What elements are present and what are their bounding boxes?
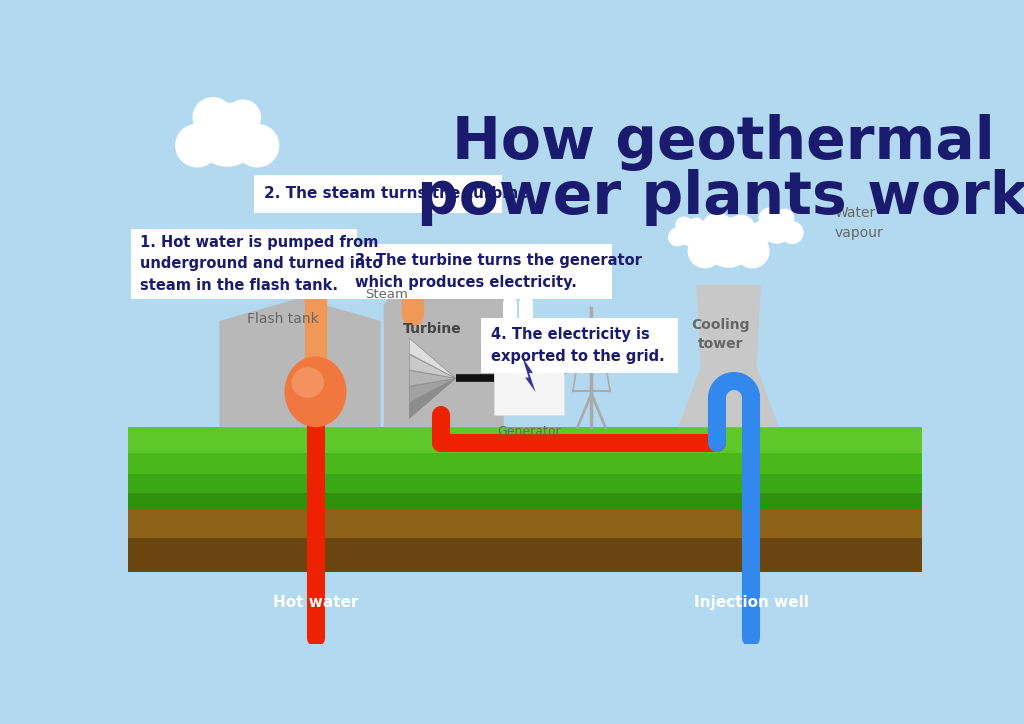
Circle shape [703,218,754,267]
Bar [128,538,922,572]
Text: Cooling
tower: Cooling tower [691,318,750,351]
Circle shape [702,214,733,244]
Circle shape [735,235,769,268]
Polygon shape [410,338,456,379]
Circle shape [677,219,702,245]
Circle shape [176,125,218,167]
Ellipse shape [292,367,324,398]
Text: 2. The steam turns the turbine.: 2. The steam turns the turbine. [263,186,534,201]
Text: Steam: Steam [366,287,408,300]
Bar [128,474,922,494]
Circle shape [225,100,260,135]
Circle shape [751,222,772,243]
Bar [128,494,922,510]
Bar [494,342,563,415]
Text: Flash tank: Flash tank [247,313,318,327]
Text: Hot water: Hot water [272,594,358,610]
Text: Water
vapour: Water vapour [835,206,884,240]
Bar [128,452,922,474]
Circle shape [676,217,692,233]
Polygon shape [219,298,381,427]
Text: Injection well: Injection well [693,594,809,610]
Polygon shape [522,357,536,392]
Circle shape [727,215,755,243]
Bar [128,427,922,452]
Bar [480,318,678,374]
Text: Generator: Generator [497,425,560,438]
Circle shape [435,437,446,448]
Bar [131,229,357,300]
Circle shape [693,228,711,245]
Polygon shape [410,379,456,403]
Circle shape [761,211,793,243]
Polygon shape [678,285,779,427]
Polygon shape [384,281,504,427]
Ellipse shape [285,356,346,427]
Text: power plants work: power plants work [418,169,1024,227]
Circle shape [760,209,779,228]
Text: 1. Hot water is pumped from
underground and turned into
steam in the flash tank.: 1. Hot water is pumped from underground … [140,235,383,293]
Circle shape [776,209,794,227]
Circle shape [236,125,279,167]
Circle shape [194,98,232,137]
Text: How geothermal: How geothermal [452,114,994,171]
Circle shape [196,104,259,166]
Circle shape [669,228,686,245]
Circle shape [781,222,803,243]
Polygon shape [410,371,456,386]
Bar [128,510,922,538]
Text: 4. The electricity is
exported to the grid.: 4. The electricity is exported to the gr… [490,327,665,364]
Text: Turbine: Turbine [403,321,462,336]
Circle shape [689,218,703,232]
Polygon shape [410,355,456,379]
Circle shape [688,235,722,268]
Polygon shape [410,379,456,418]
Text: 3. The turbine turns the generator
which produces electricity.: 3. The turbine turns the generator which… [355,253,642,290]
Bar [345,244,612,300]
Bar [254,174,502,213]
